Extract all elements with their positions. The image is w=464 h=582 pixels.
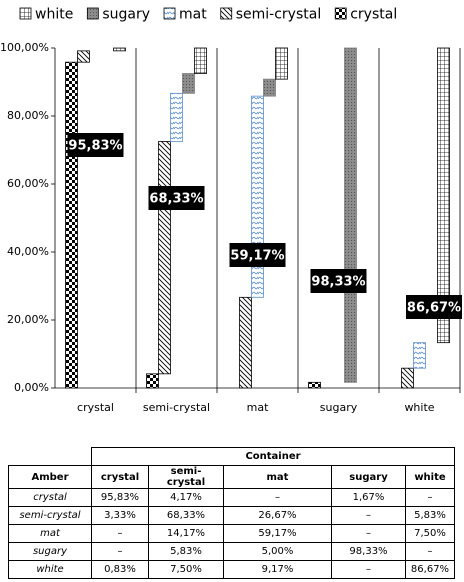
x-tick-label: crystal <box>77 401 114 414</box>
table-cell: 26,67% <box>223 506 332 525</box>
row-label: mat <box>8 524 92 543</box>
value-label-box <box>67 133 124 157</box>
bar <box>239 296 252 389</box>
table-cell: – <box>91 524 149 543</box>
legend-swatch <box>220 7 233 20</box>
value-label-box <box>229 243 286 267</box>
column-header: sugary <box>331 465 406 489</box>
legend-swatch <box>86 7 99 20</box>
bar <box>437 47 450 344</box>
value-label-box <box>310 269 367 293</box>
legend-swatch <box>163 7 176 20</box>
column-header: crystal <box>91 465 149 489</box>
table-row: sugary –5,83% 5,00% 98,33% – <box>8 542 455 561</box>
table-cell: – <box>223 488 332 507</box>
bar <box>113 47 126 52</box>
bar <box>182 73 195 94</box>
legend-swatch <box>334 7 347 20</box>
bar <box>251 95 264 298</box>
chart: white sugary mat semi-crystal crystal 0,00% 20… <box>0 7 462 414</box>
table-cell: 5,83% <box>405 506 455 525</box>
bar <box>158 141 171 375</box>
bar <box>194 47 207 74</box>
table-cell: 68,33% <box>148 506 224 525</box>
table-cell: – <box>331 506 406 525</box>
value-label: 59,17% <box>230 249 284 264</box>
bar <box>344 47 357 383</box>
table-row: mat –14,17% 59,17% –7,50% <box>8 524 455 543</box>
legend-label: sugary <box>102 7 150 23</box>
y-tick-label: 60,00% <box>7 177 49 190</box>
legend-label: white <box>35 7 73 23</box>
value-label: 68,33% <box>149 192 203 207</box>
table-cell: 7,50% <box>148 560 224 579</box>
column-header: semi-crystal <box>148 465 224 489</box>
table-cell: 0,83% <box>91 560 149 579</box>
value-label: 95,83% <box>68 139 122 154</box>
table-cell: 86,67% <box>405 560 455 579</box>
table-cell: 9,17% <box>223 560 332 579</box>
table-row: semi-crystal 3,33% 68,33% 26,67% –5,83% <box>8 506 455 525</box>
value-label-box <box>406 295 462 319</box>
data-table: Container Amber crystal semi-crystal mat sug… <box>8 447 455 579</box>
group-header: Container <box>91 447 455 466</box>
x-tick-label: mat <box>247 401 269 414</box>
column-header: white <box>405 465 455 489</box>
table-cell: 5,00% <box>223 542 332 561</box>
table-cell: – <box>405 542 455 561</box>
value-label: 98,33% <box>311 275 365 290</box>
column-header: Amber <box>8 465 92 489</box>
table-cell: 98,33% <box>331 542 406 561</box>
y-tick-label: 20,00% <box>7 313 49 326</box>
x-tick-label: white <box>404 401 434 414</box>
legend-label: semi-crystal <box>236 7 321 23</box>
table-cell: – <box>331 560 406 579</box>
table-cell: 4,17% <box>148 488 224 507</box>
table-cell: 7,50% <box>405 524 455 543</box>
bar <box>401 367 414 389</box>
legend-label: crystal <box>350 7 397 23</box>
header-row: Amber crystal semi-crystal mat sugary white <box>8 465 455 489</box>
bar <box>170 92 183 142</box>
table-row: crystal 95,83% 4,17% –1,67% – <box>8 488 455 507</box>
row-label: sugary <box>8 542 92 561</box>
bar <box>275 47 288 80</box>
table-row: white 0,83% 7,50% 9,17% –86,67% <box>8 560 455 579</box>
bar <box>308 381 321 389</box>
legend-swatch <box>19 7 32 20</box>
table-cell: 59,17% <box>223 524 332 543</box>
x-tick-label: sugary <box>320 401 358 414</box>
table-cell: 14,17% <box>148 524 224 543</box>
table-cell: – <box>405 488 455 507</box>
table-cell: – <box>91 542 149 561</box>
table-cell: 1,67% <box>331 488 406 507</box>
bar <box>413 342 426 369</box>
row-label: semi-crystal <box>8 506 92 525</box>
bar <box>263 78 276 97</box>
bar <box>65 61 78 389</box>
table-cell: – <box>331 524 406 543</box>
row-label: crystal <box>8 488 92 507</box>
y-tick-label: 100,00% <box>0 41 49 54</box>
bar <box>146 373 159 389</box>
y-tick-label: 40,00% <box>7 245 49 258</box>
table-cell: 5,83% <box>148 542 224 561</box>
y-tick-label: 0,00% <box>14 381 49 394</box>
y-tick-label: 80,00% <box>7 109 49 122</box>
x-tick-label: semi-crystal <box>143 401 210 414</box>
bar <box>77 50 90 63</box>
table-cell: 3,33% <box>91 506 149 525</box>
value-label: 86,67% <box>407 301 461 316</box>
row-label: white <box>8 560 92 579</box>
value-label-box <box>148 186 205 210</box>
legend-label: mat <box>179 7 207 23</box>
table-cell: 95,83% <box>91 488 149 507</box>
column-header: mat <box>223 465 332 489</box>
